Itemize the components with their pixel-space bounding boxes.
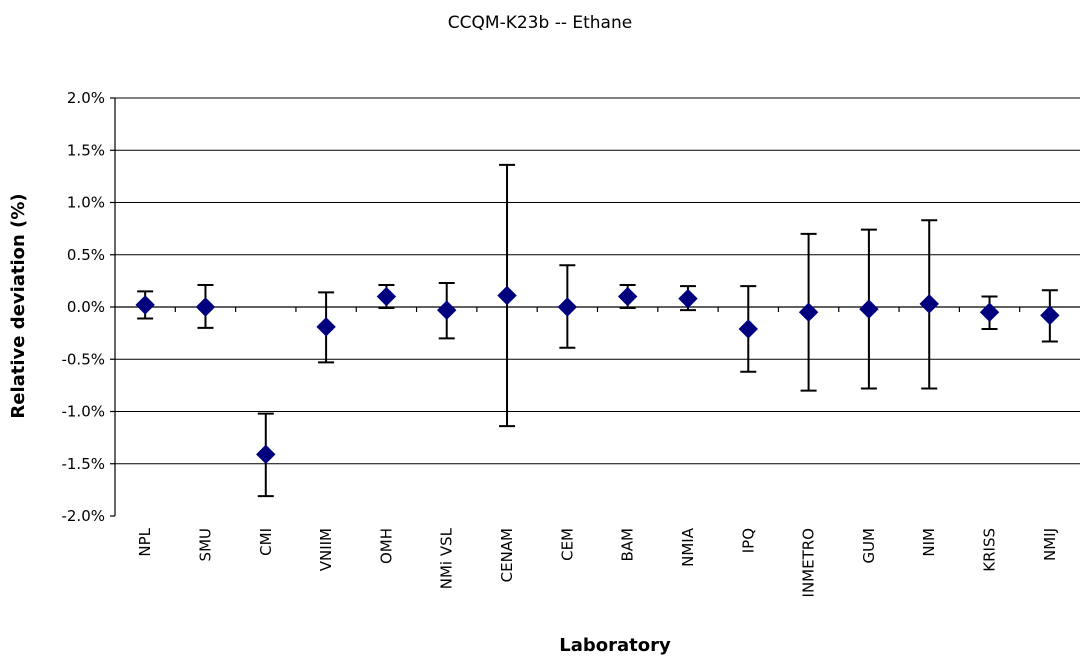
data-point [859, 299, 879, 319]
data-point [979, 302, 1000, 322]
x-tick-label: VNIIM [317, 528, 335, 571]
x-tick-label: IPQ [739, 528, 757, 553]
x-tick-label: OMH [377, 528, 395, 564]
y-tick-label: -1.5% [61, 455, 105, 473]
y-tick-label: -0.5% [61, 350, 105, 368]
x-tick-label: CMI [257, 528, 275, 556]
data-point [316, 317, 336, 337]
y-tick-label: 1.5% [67, 141, 105, 159]
data-points [135, 285, 1060, 465]
data-point [437, 300, 457, 320]
x-tick-label: NMi VSL [438, 527, 456, 589]
y-tick-label: 0.5% [67, 246, 105, 264]
x-tick-label: NMIJ [1041, 528, 1059, 561]
x-tick-label: CENAM [498, 528, 516, 582]
x-tick-label: BAM [619, 528, 637, 562]
data-point [256, 444, 276, 465]
y-tick-label: -2.0% [61, 507, 105, 525]
data-point [376, 286, 397, 307]
data-point [497, 285, 517, 306]
x-tick-labels: NPL SMU CMI VNIIM OMH NMi VSL CENAM CEM BAM NMIA I… [136, 527, 1059, 597]
x-tick-label: NPL [136, 527, 154, 556]
x-tick-label: GUM [860, 528, 878, 564]
data-point [617, 286, 638, 307]
data-point [798, 302, 819, 322]
y-tick-label: 0.0% [67, 298, 105, 316]
data-point [738, 319, 758, 339]
y-tick-label: 1.0% [67, 194, 105, 212]
data-point [557, 297, 578, 317]
x-tick-label: KRISS [981, 528, 999, 572]
axes [110, 97, 1080, 517]
data-point [919, 294, 939, 314]
gridlines [115, 97, 1080, 465]
y-axis-label: Relative deviation (%) [8, 193, 29, 418]
data-point [195, 297, 216, 317]
x-tick-label: NIM [920, 528, 938, 557]
data-point [678, 288, 698, 309]
y-tick-label: 2.0% [67, 89, 105, 107]
data-point [1040, 305, 1060, 326]
x-tick-label: CEM [558, 528, 576, 561]
chart-title: CCQM-K23b -- Ethane [448, 13, 632, 33]
y-tick-label: -1.0% [61, 403, 105, 421]
x-tick-label: NMIA [679, 527, 697, 567]
data-point [135, 295, 155, 315]
x-tick-label: SMU [196, 528, 214, 561]
x-tick-label: INMETRO [800, 528, 818, 597]
x-axis-label: Laboratory [559, 635, 671, 656]
y-tick-labels: 2.0% 1.5% 1.0% 0.5% 0.0% -0.5% -1.0% -1.5% -2.0% [61, 89, 105, 525]
error-bars [137, 163, 1058, 498]
